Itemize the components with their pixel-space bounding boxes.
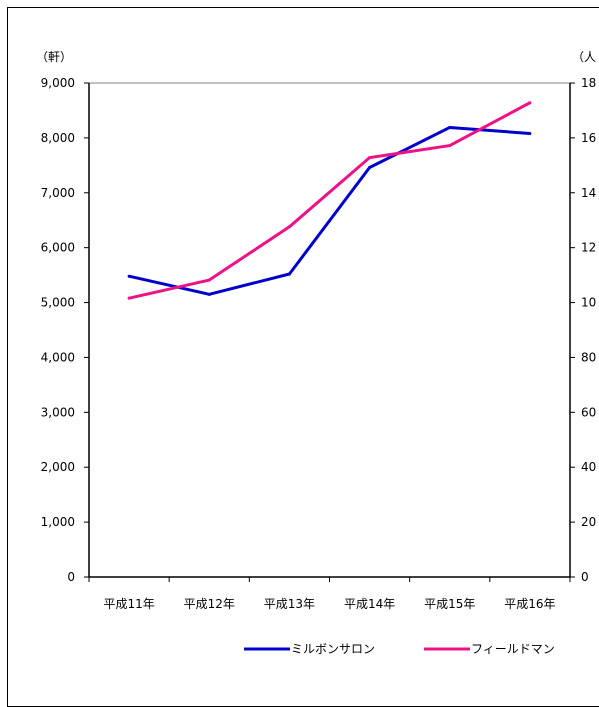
right-axis-tick-label: 40 (581, 460, 596, 474)
left-axis-tick-label: 0 (67, 570, 75, 584)
left-axis-tick-label: 4,000 (41, 350, 75, 364)
data-point (287, 272, 291, 276)
right-axis-tick-label: 0 (581, 570, 589, 584)
legend: ミルボンサロン フィールドマン (244, 642, 555, 656)
x-axis-tick-label: 平成16年 (504, 597, 555, 611)
right-axis-tick-label: 10 (581, 296, 596, 310)
data-point (448, 144, 452, 148)
right-axis-tick-label: 60 (581, 405, 596, 419)
left-axis: 0 1,000 2,000 3,000 4,000 5,000 6,000 7,000 8,00… (41, 76, 90, 584)
data-point (528, 131, 532, 135)
x-axis: 平成11年 平成12年 平成13年 平成14年 平成15年 平成16年 (88, 576, 571, 611)
left-axis-tick-label: 2,000 (41, 460, 75, 474)
line-chart: （軒） （人 0 1,000 2,000 3,000 4,000 5,000 6,000 7,… (36, 50, 596, 656)
data-point (207, 292, 211, 296)
right-axis-tick-label: 18 (581, 76, 596, 90)
left-axis-tick-label: 7,000 (41, 186, 75, 200)
data-point (528, 101, 532, 105)
data-point (207, 278, 211, 282)
left-axis-tick-label: 1,000 (41, 515, 75, 529)
right-axis-tick-label: 14 (581, 186, 596, 200)
left-axis-tick-label: 9,000 (41, 76, 75, 90)
right-axis-unit-label: （人 (572, 50, 596, 64)
series-lines (127, 101, 532, 300)
right-axis-tick-label: 16 (581, 131, 596, 145)
x-axis-tick-label: 平成13年 (264, 597, 315, 611)
legend-label-1: ミルボンサロン (291, 642, 375, 656)
right-axis-tick-label: 20 (581, 515, 596, 529)
data-point (287, 225, 291, 229)
right-axis-tick-label: 80 (581, 350, 596, 364)
data-point (448, 125, 452, 129)
left-axis-tick-label: 8,000 (41, 131, 75, 145)
left-axis-tick-label: 6,000 (41, 241, 75, 255)
x-axis-tick-label: 平成15年 (424, 597, 475, 611)
series-line-2 (128, 101, 531, 300)
left-axis-unit-label: （軒） (36, 50, 72, 64)
x-axis-tick-label: 平成14年 (344, 597, 395, 611)
x-axis-tick-label: 平成12年 (184, 597, 235, 611)
right-axis-tick-label: 12 (581, 241, 596, 255)
series-line-1 (128, 125, 531, 296)
data-point (127, 296, 131, 300)
data-point (127, 274, 131, 278)
data-point (368, 156, 372, 160)
left-axis-tick-label: 5,000 (41, 296, 75, 310)
x-axis-tick-label: 平成11年 (103, 597, 154, 611)
legend-label-2: フィールドマン (471, 642, 555, 656)
left-axis-tick-label: 3,000 (41, 405, 75, 419)
right-axis: 0 20 40 60 80 10 12 14 16 18 (569, 76, 596, 584)
data-point (368, 166, 372, 170)
